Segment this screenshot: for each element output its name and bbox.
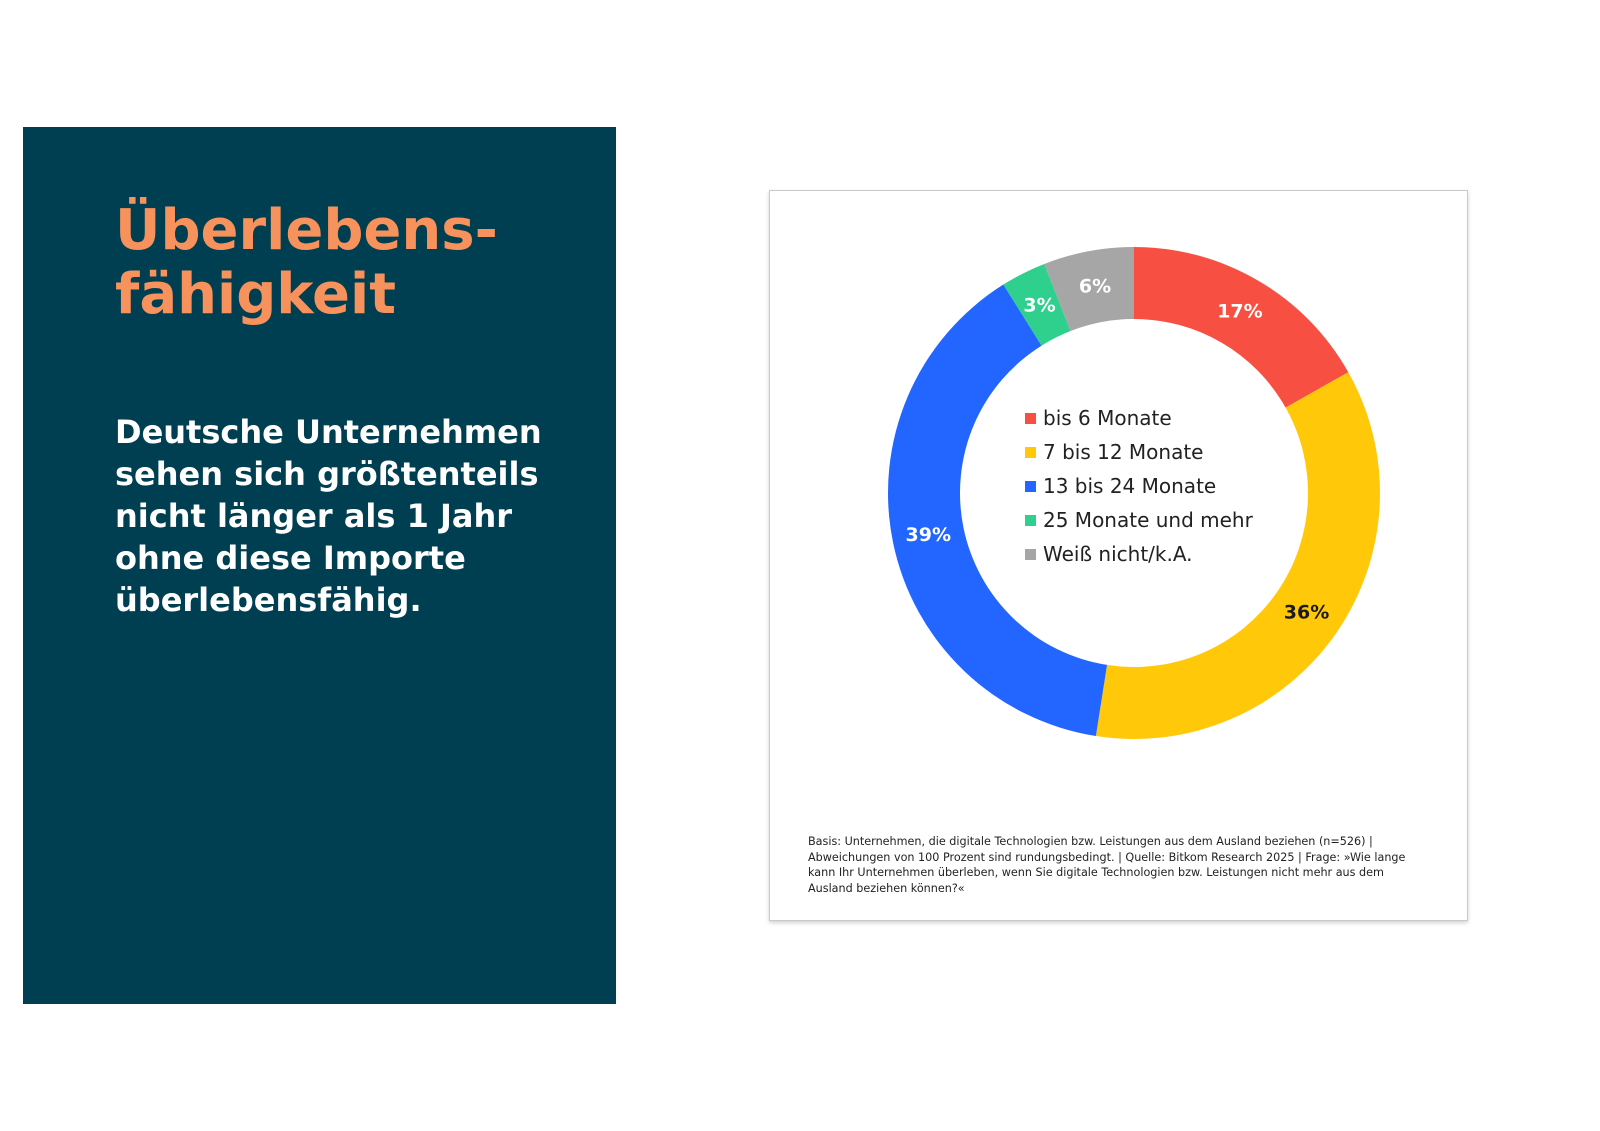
donut-slice-7-bis-12-monate	[1095, 372, 1380, 739]
legend-swatch	[1025, 446, 1036, 458]
legend-label: 7 bis 12 Monate	[1043, 440, 1204, 464]
legend-label: bis 6 Monate	[1043, 406, 1172, 430]
chart-legend: bis 6 Monate 7 bis 12 Monate 13 bis 24 Mon…	[1025, 401, 1253, 571]
donut-slice-weiss-nicht-k-a	[1044, 247, 1134, 331]
legend-swatch	[1025, 412, 1036, 424]
legend-label: Weiß nicht/k.A.	[1043, 542, 1193, 566]
chart-footnote: Basis: Unternehmen, die digitale Technol…	[808, 835, 1406, 895]
legend-item-13-bis-24-monate: 13 bis 24 Monate	[1025, 469, 1253, 503]
legend-swatch	[1025, 480, 1036, 492]
legend-item-25-monate-und-mehr: 25 Monate und mehr	[1025, 503, 1253, 537]
legend-label: 25 Monate und mehr	[1043, 508, 1253, 532]
donut-slice-bis-6-monate	[1134, 247, 1349, 408]
legend-item-7-bis-12-monate: 7 bis 12 Monate	[1025, 435, 1253, 469]
slice-value-label-13-bis-24-monate: 39%	[906, 524, 951, 546]
donut-chart: 17% 36% 39% 3% 6%	[888, 247, 1380, 739]
legend-swatch	[1025, 548, 1036, 560]
donut-slice-13-bis-24-monate	[888, 284, 1108, 737]
chart-card: 17% 36% 39% 3% 6% bis 6 Monate 7 bis 12 Monat…	[769, 190, 1468, 921]
slice-value-label-7-bis-12-monate: 36%	[1284, 602, 1329, 624]
legend-item-weiss-nicht-k-a: Weiß nicht/k.A.	[1025, 537, 1253, 571]
slice-value-label-25-monate-und-mehr: 3%	[1023, 294, 1055, 316]
subtext: Deutsche Unternehmen sehen sich größtent…	[115, 413, 542, 619]
left-panel: Überlebens- fähigkeit Deutsche Unternehm…	[23, 127, 616, 1004]
donut-slice-25-monate-und-mehr	[1003, 263, 1071, 346]
legend-item-bis-6-monate: bis 6 Monate	[1025, 401, 1253, 435]
slice-value-label-bis-6-monate: 17%	[1217, 301, 1262, 323]
headline: Überlebens- fähigkeit	[115, 198, 498, 327]
legend-swatch	[1025, 514, 1036, 526]
legend-label: 13 bis 24 Monate	[1043, 474, 1217, 498]
slice-value-label-weiss-nicht-k-a: 6%	[1079, 276, 1111, 298]
